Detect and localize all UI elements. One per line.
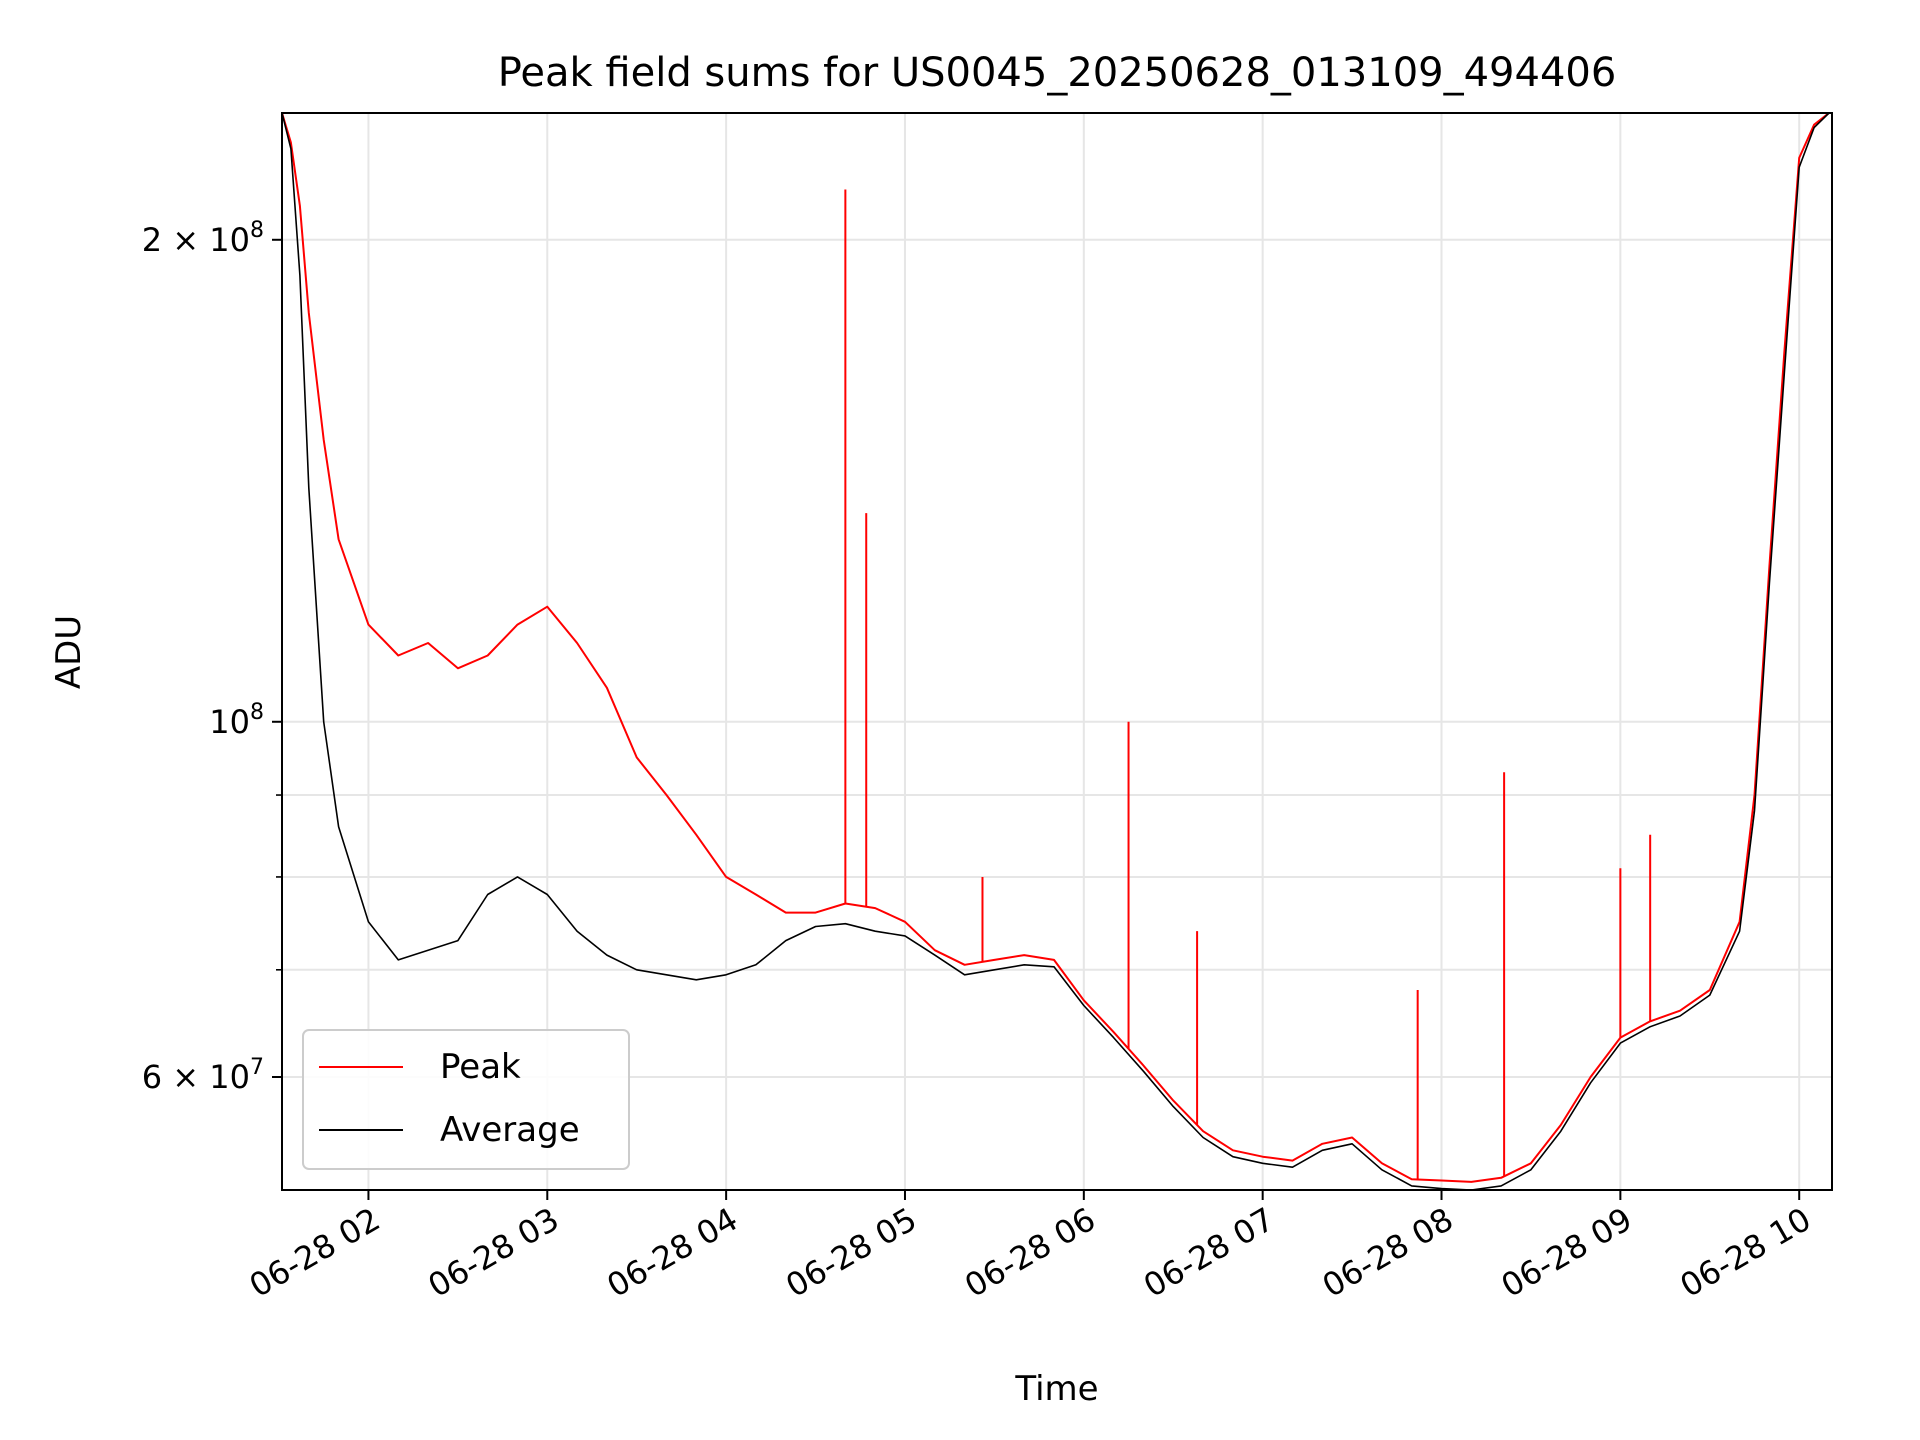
series-line-peak <box>282 113 1830 1183</box>
x-axis-label: Time <box>1014 1369 1098 1409</box>
legend-label-average: Average <box>440 1110 580 1150</box>
legend-box <box>302 1029 630 1170</box>
y-tick-label: 6 × 107 <box>142 1055 264 1096</box>
series-group <box>282 113 1830 1190</box>
axes-frame <box>281 112 1833 1191</box>
y-tick-label: 108 <box>209 700 264 741</box>
y-axis-label: ADU <box>49 615 89 689</box>
y-tick-label: 2 × 108 <box>142 218 264 259</box>
legend-label-peak: Peak <box>440 1047 521 1087</box>
legend: Peak Average <box>302 1029 630 1170</box>
chart-title: Peak field sums for US0045_20250628_0131… <box>498 50 1617 96</box>
series-line-average <box>282 113 1830 1190</box>
